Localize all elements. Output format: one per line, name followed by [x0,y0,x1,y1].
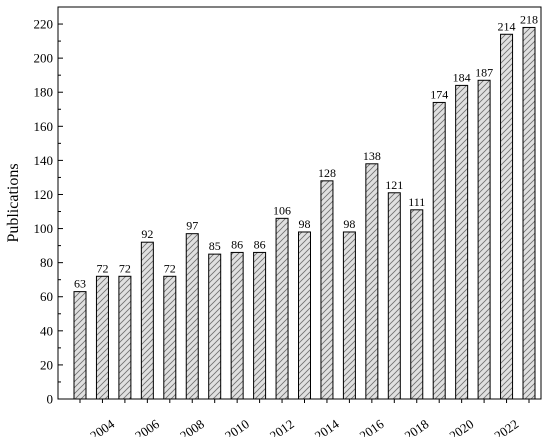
y-tick-label: 220 [34,17,54,32]
y-tick-label: 100 [34,221,54,236]
data-label-2019: 174 [430,87,448,101]
bar-2016 [365,163,379,400]
data-label-2010: 86 [231,237,243,251]
bar-2010 [230,251,244,400]
y-tick-label: 60 [40,289,53,304]
bar-2009 [208,253,222,400]
bars [73,26,536,400]
data-label-2009: 85 [209,239,221,253]
bar-2008 [185,233,199,400]
y-tick-label: 0 [47,392,54,407]
y-tick-label: 120 [34,187,54,202]
data-label-2007: 72 [164,261,176,275]
bar-2004 [95,275,109,400]
y-tick-label: 200 [34,51,54,66]
data-labels: 63 72 72 92 72 97 85 86 86 106 98 128 98 138 121 111 174… [74,12,538,290]
bar-2017 [387,192,401,400]
bar-2003 [73,291,87,400]
bar-2006 [140,241,154,400]
x-tick-label: 2016 [357,416,387,437]
data-label-2015: 98 [343,217,355,231]
bar-2021 [477,79,491,400]
data-label-2011: 86 [254,237,266,251]
data-label-2020: 184 [453,70,471,84]
data-label-2004: 72 [96,261,108,275]
y-tick-label: 180 [34,85,54,100]
bar-2019 [432,101,446,400]
bar-2022 [500,33,514,400]
data-label-2003: 63 [74,277,86,291]
y-tick-label: 80 [40,255,53,270]
data-label-2016: 138 [363,149,381,163]
x-tick-label: 2014 [312,416,342,437]
y-tick-label: 20 [40,357,53,372]
bar-2005 [118,275,132,400]
bar-2018 [410,209,424,400]
x-tick-label: 2020 [446,416,476,437]
x-axis-ticks: 2004 2006 2008 2010 2012 2014 2016 2018 2020 2022 [79,399,530,437]
x-tick-label: 2012 [267,416,297,437]
y-tick-label: 40 [40,323,53,338]
bar-2012 [275,217,289,400]
data-label-2014: 128 [318,166,336,180]
y-tick-label: 160 [34,119,54,134]
data-label-2005: 72 [119,261,131,275]
x-tick-label: 2006 [132,416,162,437]
data-label-2022: 214 [498,19,516,33]
data-label-2006: 92 [141,227,153,241]
data-label-2017: 121 [385,178,403,192]
bar-2013 [298,231,311,400]
bar-2020 [455,84,469,400]
data-label-2013: 98 [299,217,311,231]
data-label-2018: 111 [408,195,425,209]
data-label-2012: 106 [273,203,291,217]
y-axis-title: Publications [5,163,22,242]
bar-2015 [342,231,356,400]
x-tick-label: 2004 [87,416,117,437]
bar-2007 [163,275,177,400]
data-label-2008: 97 [186,219,198,233]
x-tick-label: 2008 [177,416,207,437]
y-tick-label: 140 [34,153,54,168]
x-tick-label: 2018 [402,416,432,437]
x-tick-label: 2022 [491,416,521,437]
x-tick-label: 2010 [222,416,252,437]
bar-2011 [253,251,267,400]
bar-2014 [320,180,334,400]
bar-2023 [522,26,536,400]
y-axis-ticks: 0 20 40 60 80 100 120 140 160 180 200 220 [34,6,63,407]
data-label-2023: 218 [520,12,538,26]
data-label-2021: 187 [475,65,493,79]
